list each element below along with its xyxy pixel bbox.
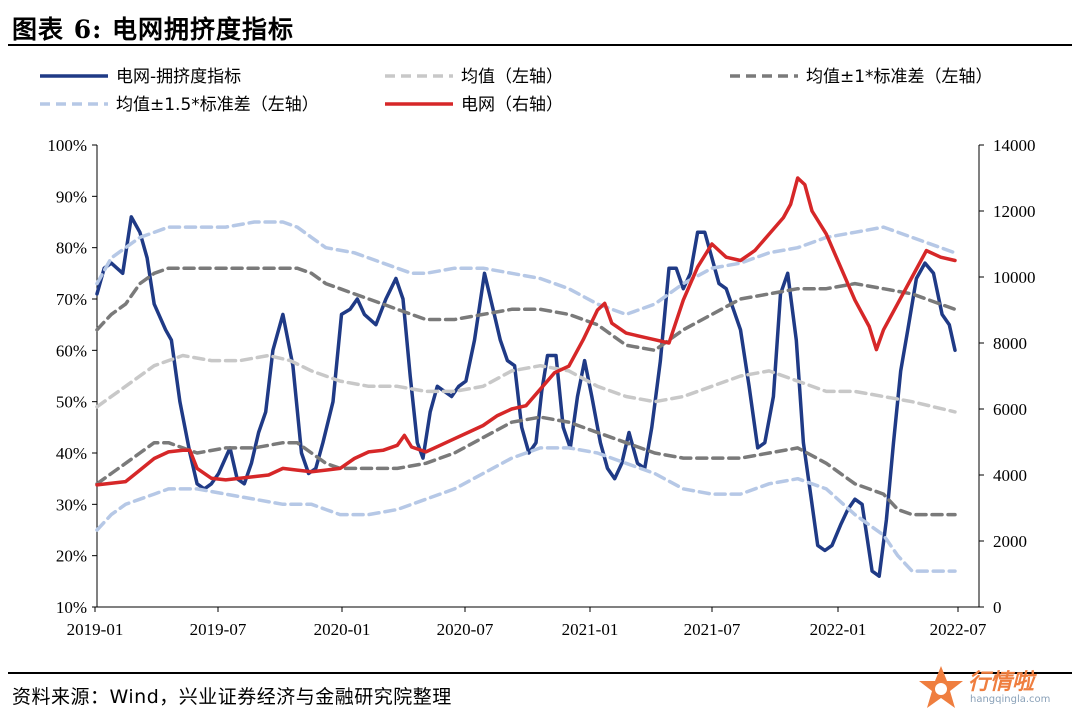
watermark-url: hangqingla.com <box>970 694 1051 705</box>
watermark-logo: 行情啦 hangqingla.com <box>918 660 1068 714</box>
line-chart: 电网-拥挤度指标 均值（左轴） 均值±1*标准差（左轴） 均值±1.5*标准差（左轴）… <box>40 67 1036 639</box>
x-tick-label: 2022-01 <box>810 620 867 639</box>
bottom-rule <box>8 672 1072 674</box>
right-tick-label: 0 <box>993 598 1002 617</box>
series-line-5 <box>95 446 957 573</box>
left-tick-label: 10% <box>56 598 87 617</box>
left-tick-label: 50% <box>56 393 87 412</box>
chart-legend: 电网-拥挤度指标 均值（左轴） 均值±1*标准差（左轴） 均值±1.5*标准差（左轴）… <box>40 67 993 115</box>
x-tick-label: 2022-07 <box>930 620 987 639</box>
legend-label: 电网-拥挤度指标 <box>116 67 241 87</box>
left-tick-label: 60% <box>56 341 87 360</box>
top-rule <box>8 44 1072 46</box>
x-tick-label: 2021-07 <box>684 620 741 639</box>
series-line-4 <box>95 415 957 517</box>
series-line-6 <box>95 176 957 487</box>
right-tick-label: 10000 <box>993 268 1036 287</box>
x-tick-label: 2020-01 <box>314 620 371 639</box>
series-line-1 <box>95 353 957 414</box>
left-tick-label: 70% <box>56 290 87 309</box>
right-tick-label: 8000 <box>993 334 1027 353</box>
series-line-2 <box>95 266 957 353</box>
right-tick-label: 14000 <box>993 136 1036 155</box>
watermark-name: 行情啦 <box>968 670 1035 695</box>
x-tick-label: 2020-07 <box>437 620 494 639</box>
x-tick-label: 2019-07 <box>190 620 247 639</box>
left-tick-label: 90% <box>56 187 87 206</box>
right-tick-label: 2000 <box>993 532 1027 551</box>
left-tick-label: 20% <box>56 547 87 566</box>
star-icon <box>919 666 963 708</box>
chart-axes: 10% 20% 30% 40% 50% 60% 70% 80% 90% 100% 0 2000 4000… <box>47 136 1035 639</box>
left-tick-label: 100% <box>47 136 87 155</box>
left-tick-label: 30% <box>56 495 87 514</box>
legend-label: 电网（右轴） <box>461 95 563 115</box>
x-tick-label: 2019-01 <box>67 620 124 639</box>
series-line-3 <box>95 220 957 317</box>
series-line-0 <box>95 215 957 578</box>
x-tick-label: 2021-01 <box>562 620 619 639</box>
left-tick-label: 80% <box>56 239 87 258</box>
left-tick-label: 40% <box>56 444 87 463</box>
legend-label: 均值（左轴） <box>461 67 563 87</box>
chart-series <box>95 176 957 578</box>
source-note: 资料来源：Wind，兴业证券经济与金融研究院整理 <box>12 686 452 708</box>
right-tick-label: 6000 <box>993 400 1027 419</box>
legend-label: 均值±1.5*标准差（左轴） <box>116 95 319 115</box>
figure-title: 图表 6: 电网拥挤度指标 <box>12 15 295 44</box>
legend-label: 均值±1*标准差（左轴） <box>806 67 993 87</box>
right-tick-label: 4000 <box>993 466 1027 485</box>
figure-header: 图表 6: 电网拥挤度指标 <box>8 6 1072 44</box>
right-tick-label: 12000 <box>993 202 1036 221</box>
